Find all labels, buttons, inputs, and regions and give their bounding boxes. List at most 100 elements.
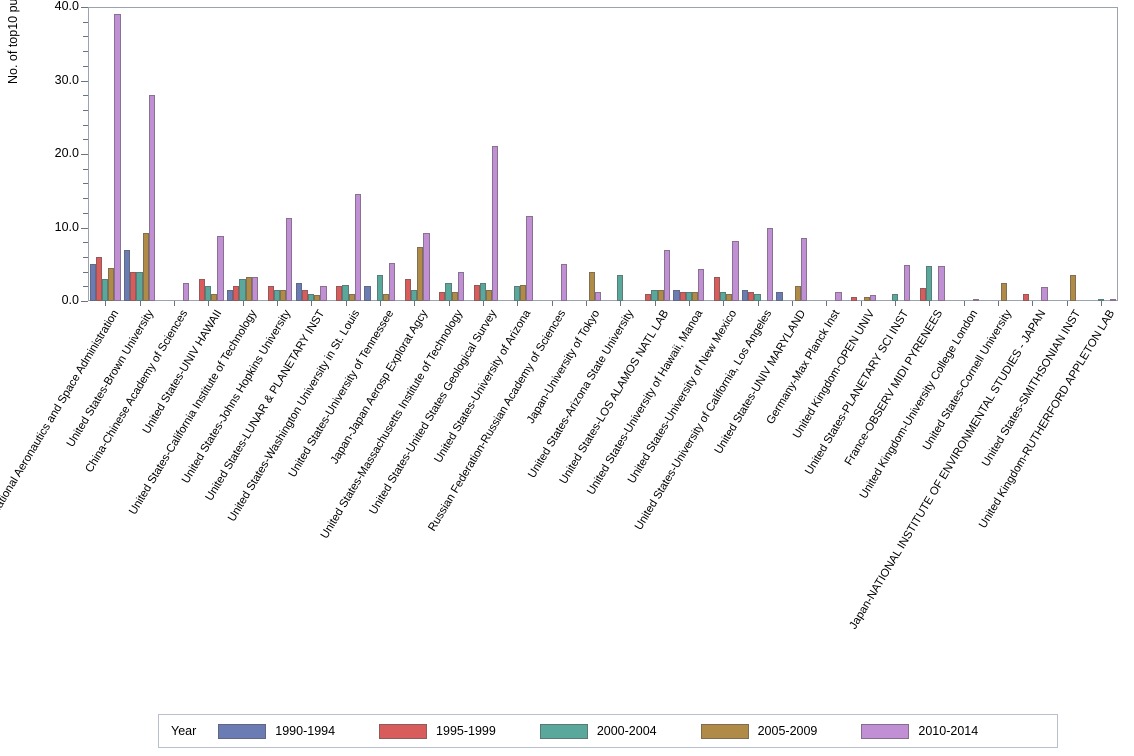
bar-group — [193, 7, 224, 301]
x-axis-tick — [860, 301, 862, 306]
bar — [766, 228, 773, 301]
plot-frame — [88, 7, 1118, 301]
x-axis-tick — [448, 301, 450, 306]
x-axis-tick — [242, 301, 244, 306]
bar — [560, 264, 567, 301]
y-axis-minor-tick — [83, 65, 88, 67]
bar-group — [124, 7, 155, 301]
x-axis-tick — [723, 301, 725, 306]
bar-group — [364, 7, 396, 301]
bar — [148, 95, 155, 301]
bar-group — [158, 7, 190, 301]
bar — [657, 289, 664, 301]
x-axis-tick — [1066, 301, 1068, 306]
legend-item[interactable]: 2010-2014 — [861, 723, 978, 739]
bar — [205, 286, 212, 301]
bar — [645, 293, 652, 301]
bar — [651, 289, 658, 301]
y-axis-tick-label: 30.0 — [54, 72, 79, 87]
bar — [492, 145, 499, 301]
bar — [301, 289, 309, 301]
bar — [1041, 287, 1048, 301]
bar — [1000, 283, 1008, 301]
bar — [320, 286, 327, 301]
bar — [102, 278, 109, 301]
legend-item[interactable]: 1990-1994 — [218, 723, 336, 739]
x-axis-tick — [1100, 301, 1102, 306]
x-axis-tick — [929, 301, 931, 306]
y-axis-major-tick — [81, 227, 88, 229]
bar — [1110, 299, 1117, 301]
legend-label: 1990-1994 — [275, 724, 336, 738]
y-axis-minor-tick — [83, 198, 88, 200]
bar — [663, 250, 670, 301]
bar — [520, 284, 527, 301]
legend-label: 2005-2009 — [757, 724, 818, 738]
legend: Year 1990-1994 1995-1999 2000-2004 2005-200… — [158, 714, 1058, 748]
x-axis-tick-label-text: United States-California Institute of Te… — [126, 308, 259, 517]
legend-swatch — [861, 723, 910, 739]
bar-group — [673, 7, 705, 301]
bar — [526, 216, 533, 301]
x-axis-tick — [414, 301, 416, 306]
legend-item[interactable]: 1995-1999 — [379, 723, 496, 739]
bar — [227, 289, 234, 301]
bar-group — [89, 7, 121, 301]
bar-group — [1017, 7, 1048, 301]
bar — [198, 278, 206, 301]
bar — [904, 265, 911, 301]
bar-group — [879, 7, 911, 301]
bar — [748, 292, 755, 301]
legend-item[interactable]: 2000-2004 — [539, 723, 657, 739]
legend-item[interactable]: 2005-2009 — [700, 723, 818, 739]
bar — [673, 289, 680, 301]
bar — [211, 293, 218, 301]
bar — [851, 297, 858, 301]
x-axis-tick — [620, 301, 622, 306]
bar — [251, 277, 258, 301]
bar — [342, 284, 349, 301]
bar — [376, 275, 383, 301]
x-axis-tick — [311, 301, 313, 306]
y-axis-minor-tick — [83, 139, 88, 141]
y-axis-minor-tick — [83, 124, 88, 126]
bar — [685, 292, 692, 301]
bar — [776, 292, 783, 301]
y-axis-minor-tick — [83, 242, 88, 244]
bar — [445, 282, 452, 301]
bar — [726, 293, 733, 301]
y-axis-minor-tick — [83, 212, 88, 214]
x-axis-tick — [894, 301, 896, 306]
x-axis-tick — [517, 301, 519, 306]
bar — [130, 271, 137, 301]
bar — [354, 194, 361, 301]
x-axis-tick — [585, 301, 587, 306]
bar — [114, 13, 121, 301]
bar — [742, 289, 749, 301]
bar — [124, 249, 131, 301]
bar-group — [1051, 7, 1082, 301]
bar-group — [295, 7, 327, 301]
bar — [720, 292, 727, 301]
bar — [439, 292, 446, 301]
bar-group — [708, 7, 739, 301]
y-axis-minor-tick — [83, 21, 88, 23]
bar — [863, 297, 870, 301]
x-axis-tick — [654, 301, 656, 306]
bar — [891, 293, 898, 301]
bar — [142, 233, 149, 301]
bar-group — [227, 7, 258, 301]
bar-group — [605, 7, 636, 301]
y-axis-tick-labels: 0.0 10.0 20.0 30.0 40.0 — [0, 0, 79, 307]
x-axis-tick — [551, 301, 553, 306]
bar — [514, 286, 521, 301]
legend-swatch — [379, 723, 428, 739]
bar — [423, 233, 430, 301]
bar-group — [914, 7, 945, 301]
bar — [485, 289, 493, 301]
bar-group — [399, 7, 430, 301]
legend-title: Year — [171, 724, 197, 738]
y-axis-major-tick — [81, 80, 88, 82]
bar-group — [811, 7, 842, 301]
